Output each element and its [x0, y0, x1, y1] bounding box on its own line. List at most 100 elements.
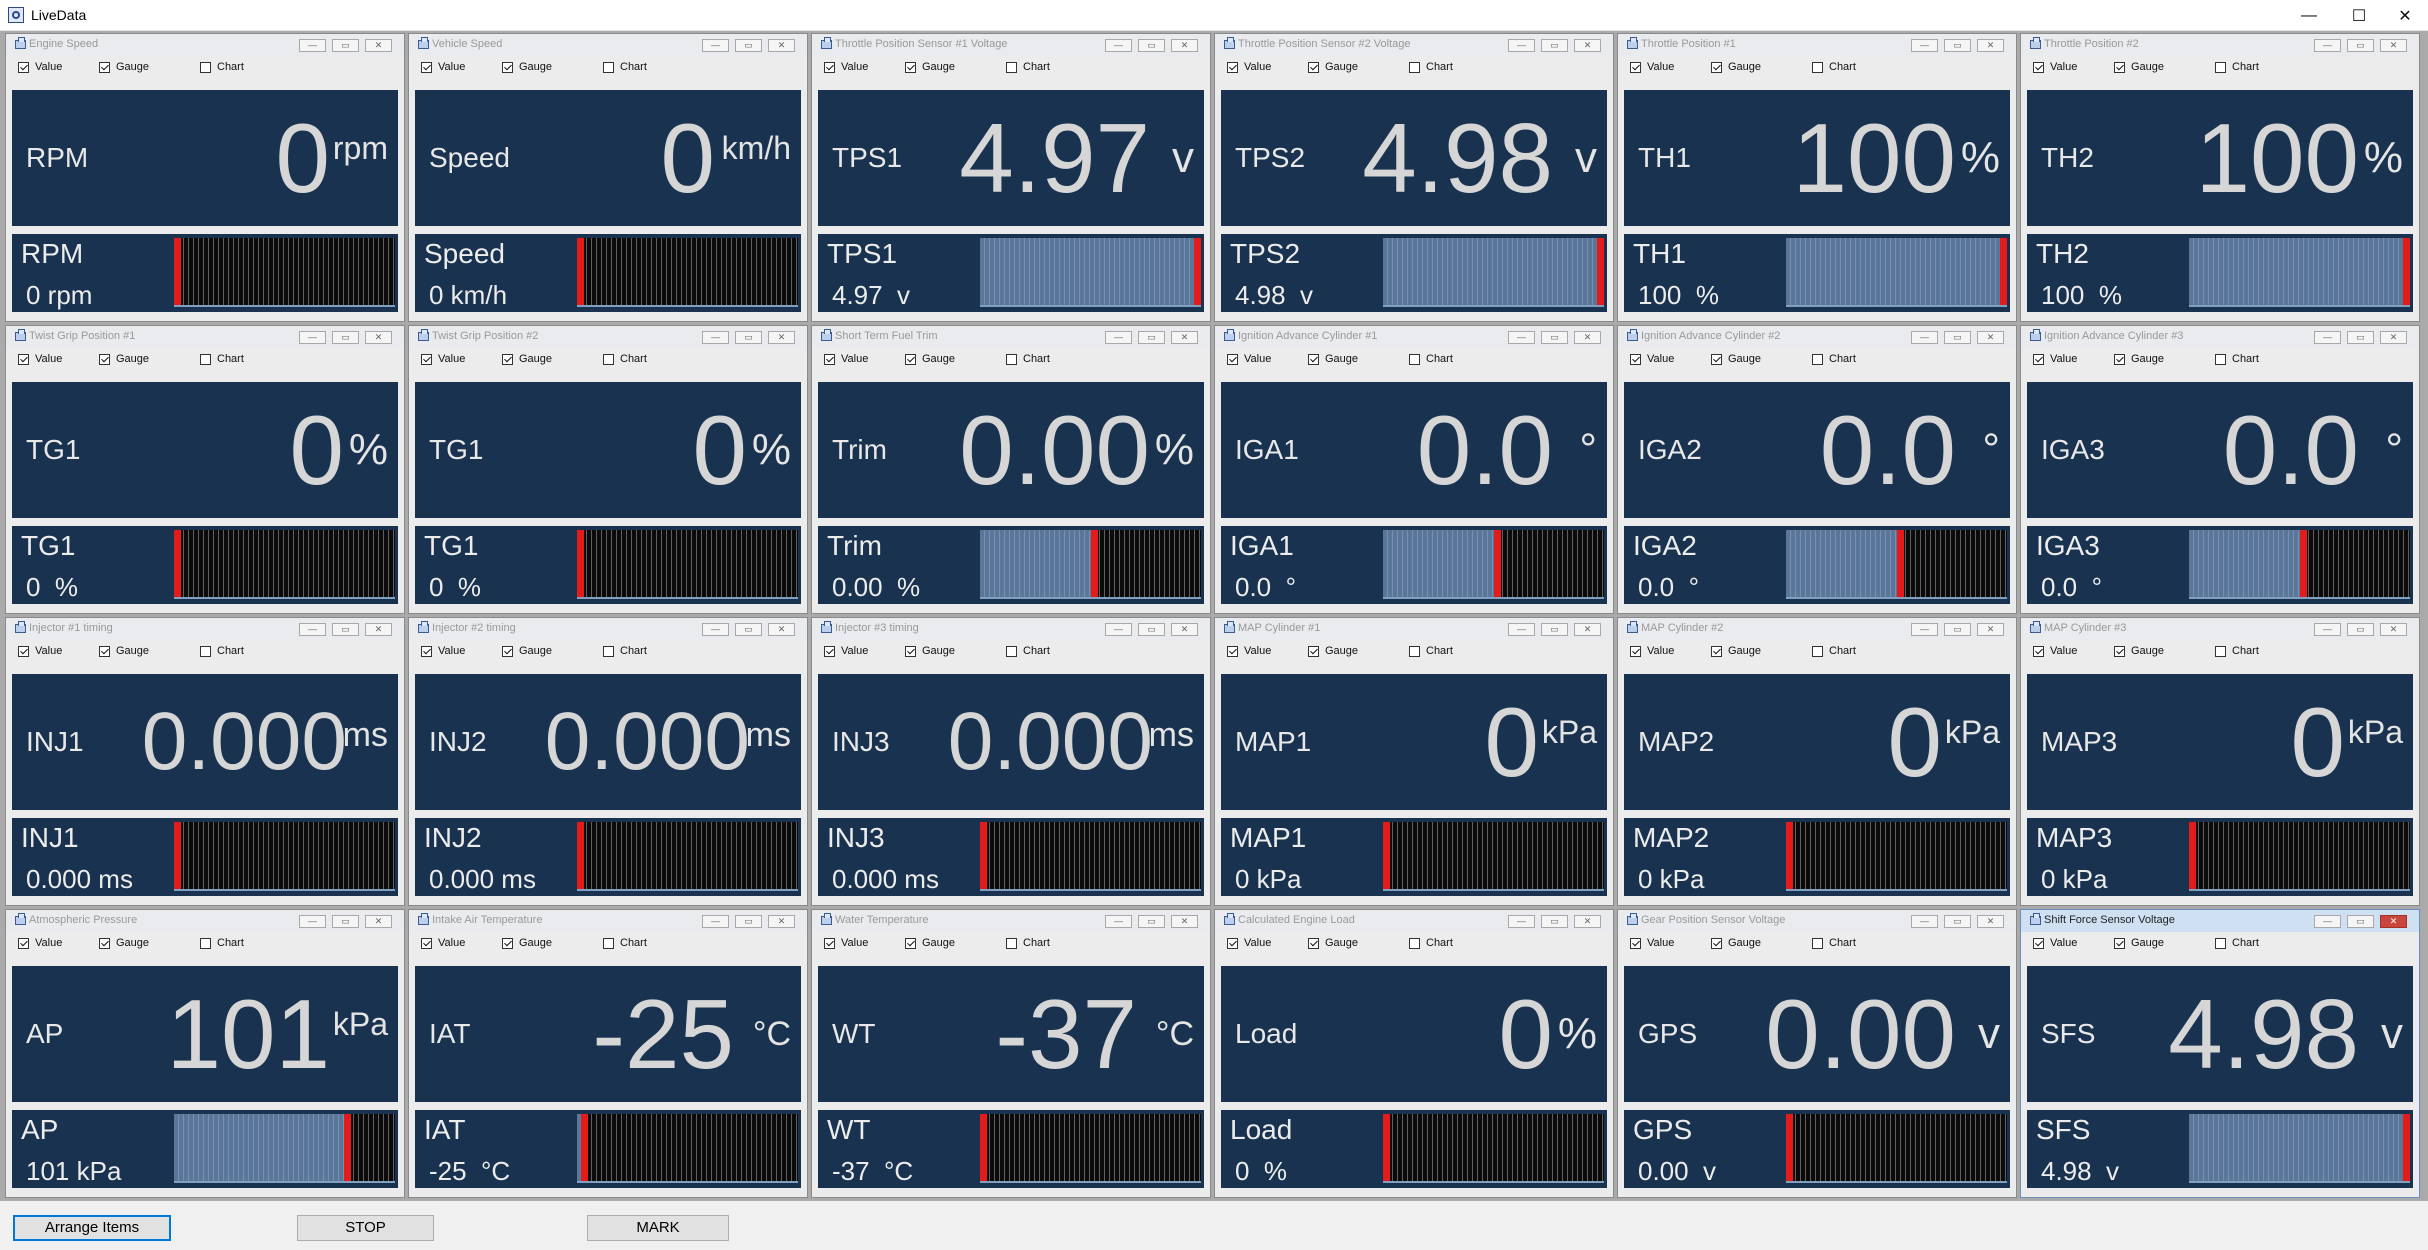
- chart-checkbox[interactable]: Chart: [2215, 61, 2259, 73]
- gauge-checkbox-box[interactable]: [99, 61, 110, 73]
- value-checkbox-box[interactable]: [1227, 61, 1238, 73]
- chart-checkbox-box[interactable]: [603, 353, 614, 365]
- maximize-window-button[interactable]: ☐: [2351, 7, 2367, 25]
- value-checkbox-box[interactable]: [2033, 353, 2044, 365]
- value-checkbox[interactable]: Value: [1630, 645, 1674, 657]
- panel-maximize-button[interactable]: ▭: [1541, 915, 1568, 928]
- panel-maximize-button[interactable]: ▭: [2347, 623, 2374, 636]
- panel-maximize-button[interactable]: ▭: [1138, 915, 1165, 928]
- gauge-checkbox-box[interactable]: [1711, 61, 1722, 73]
- gauge-checkbox[interactable]: Gauge: [1711, 353, 1761, 365]
- chart-checkbox-box[interactable]: [2215, 353, 2226, 365]
- chart-checkbox[interactable]: Chart: [200, 353, 244, 365]
- gauge-checkbox[interactable]: Gauge: [1711, 61, 1761, 73]
- chart-checkbox-box[interactable]: [1006, 353, 1017, 365]
- panel-close-button[interactable]: ✕: [768, 39, 795, 52]
- value-checkbox-box[interactable]: [824, 353, 835, 365]
- gauge-checkbox-box[interactable]: [502, 937, 513, 949]
- panel-maximize-button[interactable]: ▭: [1944, 623, 1971, 636]
- panel-minimize-button[interactable]: —: [702, 39, 729, 52]
- value-checkbox-box[interactable]: [18, 353, 29, 365]
- chart-checkbox-box[interactable]: [603, 61, 614, 73]
- panel-maximize-button[interactable]: ▭: [735, 39, 762, 52]
- value-checkbox-box[interactable]: [1227, 645, 1238, 657]
- value-checkbox-box[interactable]: [421, 61, 432, 73]
- chart-checkbox-box[interactable]: [1006, 61, 1017, 73]
- chart-checkbox[interactable]: Chart: [1409, 353, 1453, 365]
- panel-maximize-button[interactable]: ▭: [1944, 331, 1971, 344]
- value-checkbox-box[interactable]: [18, 61, 29, 73]
- value-checkbox[interactable]: Value: [824, 645, 868, 657]
- value-checkbox[interactable]: Value: [421, 353, 465, 365]
- gauge-checkbox-box[interactable]: [1711, 937, 1722, 949]
- gauge-checkbox[interactable]: Gauge: [905, 645, 955, 657]
- value-checkbox-box[interactable]: [824, 645, 835, 657]
- value-checkbox-box[interactable]: [1630, 61, 1641, 73]
- value-checkbox-box[interactable]: [2033, 61, 2044, 73]
- panel-minimize-button[interactable]: —: [2314, 915, 2341, 928]
- gauge-checkbox[interactable]: Gauge: [905, 353, 955, 365]
- panel-minimize-button[interactable]: —: [702, 331, 729, 344]
- panel-close-button[interactable]: ✕: [365, 915, 392, 928]
- gauge-checkbox[interactable]: Gauge: [99, 353, 149, 365]
- chart-checkbox[interactable]: Chart: [603, 937, 647, 949]
- gauge-checkbox[interactable]: Gauge: [1711, 937, 1761, 949]
- panel-minimize-button[interactable]: —: [702, 623, 729, 636]
- panel-close-button[interactable]: ✕: [1574, 915, 1601, 928]
- panel-close-button[interactable]: ✕: [1574, 331, 1601, 344]
- gauge-checkbox-box[interactable]: [1308, 937, 1319, 949]
- gauge-checkbox-box[interactable]: [99, 645, 110, 657]
- value-checkbox[interactable]: Value: [421, 61, 465, 73]
- value-checkbox[interactable]: Value: [2033, 353, 2077, 365]
- panel-close-button[interactable]: ✕: [1171, 39, 1198, 52]
- value-checkbox-box[interactable]: [2033, 937, 2044, 949]
- chart-checkbox[interactable]: Chart: [2215, 645, 2259, 657]
- gauge-checkbox[interactable]: Gauge: [1711, 645, 1761, 657]
- gauge-checkbox[interactable]: Gauge: [502, 937, 552, 949]
- value-checkbox[interactable]: Value: [18, 937, 62, 949]
- value-checkbox[interactable]: Value: [421, 645, 465, 657]
- panel-minimize-button[interactable]: —: [1911, 39, 1938, 52]
- panel-maximize-button[interactable]: ▭: [1541, 39, 1568, 52]
- gauge-checkbox-box[interactable]: [2114, 61, 2125, 73]
- panel-close-button[interactable]: ✕: [1977, 623, 2004, 636]
- panel-minimize-button[interactable]: —: [1508, 39, 1535, 52]
- chart-checkbox[interactable]: Chart: [1409, 61, 1453, 73]
- gauge-checkbox[interactable]: Gauge: [1308, 937, 1358, 949]
- chart-checkbox-box[interactable]: [1409, 937, 1420, 949]
- panel-minimize-button[interactable]: —: [1105, 331, 1132, 344]
- panel-minimize-button[interactable]: —: [1911, 915, 1938, 928]
- panel-minimize-button[interactable]: —: [299, 39, 326, 52]
- gauge-checkbox-box[interactable]: [502, 645, 513, 657]
- panel-maximize-button[interactable]: ▭: [332, 331, 359, 344]
- panel-maximize-button[interactable]: ▭: [2347, 331, 2374, 344]
- value-checkbox-box[interactable]: [1630, 937, 1641, 949]
- value-checkbox-box[interactable]: [18, 937, 29, 949]
- value-checkbox-box[interactable]: [421, 353, 432, 365]
- panel-minimize-button[interactable]: —: [299, 915, 326, 928]
- gauge-checkbox[interactable]: Gauge: [99, 645, 149, 657]
- panel-close-button[interactable]: ✕: [1171, 331, 1198, 344]
- value-checkbox[interactable]: Value: [1630, 353, 1674, 365]
- chart-checkbox[interactable]: Chart: [603, 645, 647, 657]
- stop-button[interactable]: STOP: [297, 1215, 434, 1241]
- panel-minimize-button[interactable]: —: [299, 623, 326, 636]
- chart-checkbox[interactable]: Chart: [1409, 937, 1453, 949]
- chart-checkbox-box[interactable]: [200, 61, 211, 73]
- chart-checkbox[interactable]: Chart: [603, 353, 647, 365]
- gauge-checkbox[interactable]: Gauge: [502, 645, 552, 657]
- gauge-checkbox-box[interactable]: [905, 61, 916, 73]
- chart-checkbox[interactable]: Chart: [1812, 645, 1856, 657]
- panel-close-button[interactable]: ✕: [365, 623, 392, 636]
- chart-checkbox-box[interactable]: [200, 937, 211, 949]
- chart-checkbox-box[interactable]: [603, 937, 614, 949]
- panel-close-button[interactable]: ✕: [2380, 331, 2407, 344]
- gauge-checkbox-box[interactable]: [99, 353, 110, 365]
- panel-maximize-button[interactable]: ▭: [1944, 39, 1971, 52]
- panel-minimize-button[interactable]: —: [1508, 915, 1535, 928]
- gauge-checkbox-box[interactable]: [1308, 61, 1319, 73]
- panel-close-button[interactable]: ✕: [365, 39, 392, 52]
- gauge-checkbox-box[interactable]: [1711, 353, 1722, 365]
- chart-checkbox-box[interactable]: [200, 645, 211, 657]
- value-checkbox-box[interactable]: [824, 61, 835, 73]
